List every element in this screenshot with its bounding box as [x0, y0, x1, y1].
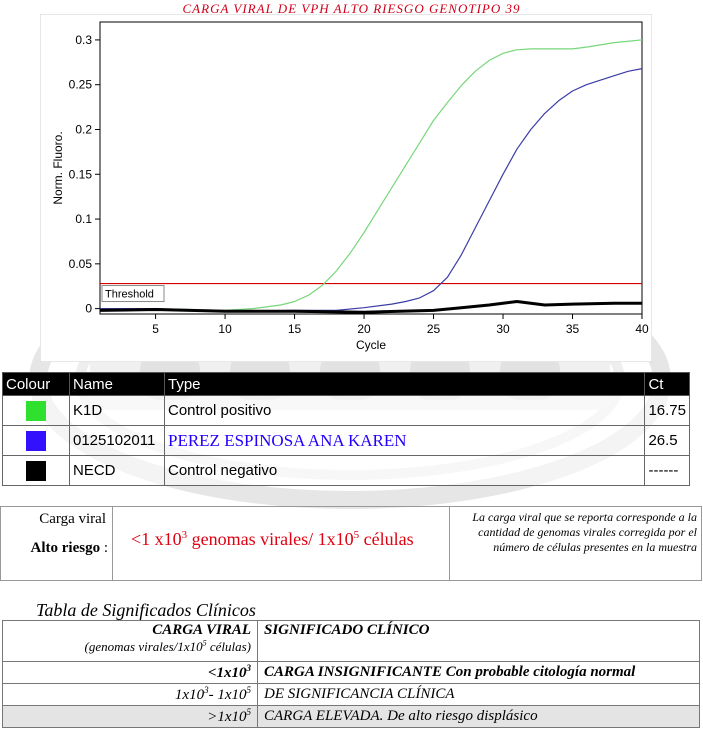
viral-load-note: La carga viral que se reporta correspond…	[472, 510, 697, 554]
color-swatch	[26, 460, 46, 481]
x-axis-label: Cycle	[356, 338, 386, 352]
table-row: >1x105 CARGA ELEVADA. De alto riesgo dis…	[2, 705, 700, 728]
y-tick-label: 0.2	[75, 122, 92, 136]
col-header-colour: Colour	[2, 372, 70, 396]
x-tick-label: 40	[635, 322, 649, 336]
series-line-NECD	[99, 300, 642, 314]
col-header-type: Type	[163, 372, 646, 396]
color-cell	[2, 455, 70, 486]
name-cell: K1D	[69, 395, 165, 426]
sub-part: células)	[206, 639, 251, 655]
range-sup: 3	[204, 685, 209, 695]
meaning-cell: CARGA INSIGNIFICANTE Con probable citolo…	[257, 661, 700, 684]
table-row: 0125102011 PEREZ ESPINOSA ANA KAREN 26.5	[2, 425, 690, 456]
range-part: >1x10	[207, 709, 247, 725]
y-tick-label: 0.25	[69, 78, 93, 92]
pcr-amplification-chart: 0 0.05 0.1 0.15 0.2 0.25 0.3 5 10 15 20 25 30 35 40 Cyc…	[40, 14, 652, 362]
range-cell: <1x103	[2, 661, 258, 684]
meaning-text: CARGA INSIGNIFICANTE Con probable citolo…	[264, 664, 636, 680]
value-part: genomas virales/ 1x10	[187, 529, 354, 549]
table-row: 1x103- 1x105 DE SIGNIFICANCIA CLÍNICA	[2, 683, 700, 706]
table-header-row: CARGA VIRAL (genomas virales/1x105 célul…	[2, 620, 700, 662]
range-sup: 3	[246, 663, 252, 673]
x-tick-label: 5	[152, 322, 159, 336]
x-tick-label: 35	[566, 322, 580, 336]
col-header-name: Name	[69, 372, 165, 396]
header-viral-load-title: CARGA VIRAL	[152, 622, 251, 638]
x-tick-label: 30	[496, 322, 510, 336]
range-part: - 1x10	[208, 687, 247, 703]
viral-load-value: <1 x103 genomas virales/ 1x105 células	[113, 507, 450, 580]
ct-cell: 26.5	[644, 425, 690, 456]
x-tick-label: 25	[427, 322, 441, 336]
range-part: 1x10	[174, 687, 205, 703]
range-part: <1x10	[207, 665, 247, 681]
value-sup: 5	[353, 529, 360, 541]
name-cell: NECD	[69, 455, 165, 486]
range-cell: >1x105	[2, 705, 258, 728]
viral-load-value-text: <1 x103 genomas virales/ 1x105 células	[131, 529, 414, 550]
value-part: <1 x10	[131, 529, 182, 549]
y-tick-label: 0.3	[75, 33, 92, 47]
type-cell: Control positivo	[163, 395, 646, 426]
color-cell	[2, 425, 70, 456]
x-tick-label: 20	[357, 322, 371, 336]
color-cell	[2, 395, 70, 426]
header-meaning-title: SIGNIFICADO CLÍNICO	[264, 622, 430, 638]
viral-load-label-line2: Alto riesgo	[30, 540, 101, 556]
sub-part: (genomas virales/1x10	[84, 639, 203, 655]
table-row: <1x103 CARGA INSIGNIFICANTE Con probable…	[2, 661, 700, 684]
viral-load-label-line2-wrap: Alto riesgo :	[31, 540, 109, 557]
header-viral-load: CARGA VIRAL (genomas virales/1x105 célul…	[2, 620, 258, 662]
series-line-K1D	[100, 39, 643, 311]
sub-sup: 5	[202, 639, 207, 648]
y-tick-label: 0.15	[69, 167, 93, 181]
y-tick-label: 0.1	[75, 212, 92, 226]
viral-load-label: Carga viral Alto riesgo :	[1, 507, 113, 580]
clinical-significance-table: CARGA VIRAL (genomas virales/1x105 célul…	[2, 620, 700, 728]
samples-table: Colour Name Type Ct K1D Control positivo…	[2, 372, 690, 486]
ct-cell: ------	[644, 455, 690, 486]
type-cell: PEREZ ESPINOSA ANA KAREN	[163, 425, 646, 456]
threshold-label: Threshold	[105, 289, 154, 301]
meaning-cell: DE SIGNIFICANCIA CLÍNICA	[257, 683, 700, 706]
y-tick-label: 0	[85, 302, 92, 316]
color-swatch	[26, 430, 46, 451]
col-header-ct: Ct	[644, 372, 690, 396]
threshold-label-box	[101, 285, 165, 303]
type-cell: Control negativo	[163, 455, 646, 486]
x-tick-label: 10	[218, 322, 232, 336]
name-cell: 0125102011	[69, 425, 165, 456]
viral-load-label-sep: :	[100, 540, 108, 556]
y-tick-label: 0.05	[69, 257, 93, 271]
page-title: CARGA VIRAL DE VPH ALTO RIESGO GENOTIPO …	[182, 1, 521, 16]
viral-load-box: Carga viral Alto riesgo : <1 x103 genoma…	[0, 506, 702, 581]
range-sup: 5	[246, 685, 252, 695]
value-sup: 3	[181, 529, 188, 541]
range-sup: 5	[246, 707, 252, 717]
table-row: NECD Control negativo ------	[2, 455, 690, 486]
color-swatch	[26, 400, 46, 421]
plot-area	[99, 21, 643, 315]
ct-cell: 16.75	[644, 395, 690, 426]
value-part: células	[359, 529, 414, 549]
header-viral-load-sub: (genomas virales/1x105 células)	[85, 639, 251, 654]
clinical-table-title: Tabla de Significados Clínicos	[36, 600, 256, 620]
x-tick-label: 15	[288, 322, 302, 336]
table-row: K1D Control positivo 16.75	[2, 395, 690, 426]
y-axis-label: Norm. Fluoro.	[51, 131, 65, 204]
meaning-cell: CARGA ELEVADA. De alto riesgo displásico	[257, 705, 700, 728]
viral-load-label-line1: Carga viral	[39, 511, 106, 527]
header-meaning: SIGNIFICADO CLÍNICO	[257, 620, 700, 662]
range-cell: 1x103- 1x105	[2, 683, 258, 706]
